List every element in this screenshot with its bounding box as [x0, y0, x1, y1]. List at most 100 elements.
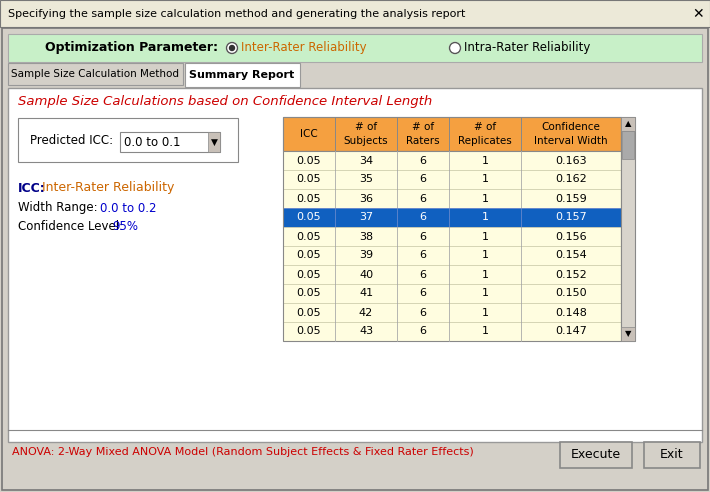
Text: 0.152: 0.152 [555, 270, 587, 279]
Text: 0.147: 0.147 [555, 327, 587, 337]
Text: 0.05: 0.05 [297, 232, 322, 242]
Text: 1: 1 [481, 232, 488, 242]
Text: 0.154: 0.154 [555, 250, 587, 260]
Text: ▼: ▼ [211, 137, 217, 147]
Text: Predicted ICC:: Predicted ICC: [30, 133, 113, 147]
Text: Sample Size Calculations based on Confidence Interval Length: Sample Size Calculations based on Confid… [18, 95, 432, 109]
Text: 0.150: 0.150 [555, 288, 586, 299]
FancyBboxPatch shape [283, 246, 621, 265]
Text: 6: 6 [420, 308, 427, 317]
Text: 1: 1 [481, 250, 488, 260]
FancyBboxPatch shape [621, 117, 635, 341]
Text: 0.05: 0.05 [297, 308, 322, 317]
FancyBboxPatch shape [283, 151, 621, 170]
Text: Interval Width: Interval Width [534, 136, 608, 146]
Text: ▼: ▼ [625, 330, 631, 338]
Text: # of: # of [355, 122, 377, 132]
FancyBboxPatch shape [8, 63, 183, 85]
FancyBboxPatch shape [283, 265, 621, 284]
Text: 6: 6 [420, 288, 427, 299]
FancyBboxPatch shape [283, 170, 621, 189]
FancyBboxPatch shape [283, 284, 621, 303]
FancyBboxPatch shape [185, 63, 300, 87]
Text: Subjects: Subjects [344, 136, 388, 146]
FancyBboxPatch shape [8, 88, 702, 442]
Text: Raters: Raters [406, 136, 439, 146]
Text: 6: 6 [420, 155, 427, 165]
Text: 0.163: 0.163 [555, 155, 586, 165]
Text: 0.05: 0.05 [297, 327, 322, 337]
Text: 6: 6 [420, 213, 427, 222]
FancyBboxPatch shape [283, 117, 621, 151]
Text: ▲: ▲ [625, 120, 631, 128]
FancyBboxPatch shape [8, 34, 702, 62]
Text: 34: 34 [359, 155, 373, 165]
Text: ANOVA: 2-Way Mixed ANOVA Model (Random Subject Effects & Fixed Rater Effects): ANOVA: 2-Way Mixed ANOVA Model (Random S… [12, 447, 474, 457]
FancyBboxPatch shape [621, 117, 635, 131]
Text: 0.0 to 0.1: 0.0 to 0.1 [124, 135, 180, 149]
Text: Optimization Parameter:: Optimization Parameter: [45, 41, 218, 55]
Text: 6: 6 [420, 327, 427, 337]
Text: 40: 40 [359, 270, 373, 279]
Text: 6: 6 [420, 270, 427, 279]
Text: ✕: ✕ [692, 7, 704, 21]
Text: 6: 6 [420, 250, 427, 260]
Text: 1: 1 [481, 288, 488, 299]
Text: Replicates: Replicates [458, 136, 512, 146]
Text: 41: 41 [359, 288, 373, 299]
Text: Width Range:: Width Range: [18, 202, 98, 215]
Circle shape [226, 42, 238, 54]
FancyBboxPatch shape [621, 327, 635, 341]
FancyBboxPatch shape [0, 0, 710, 27]
FancyBboxPatch shape [283, 303, 621, 322]
Text: ICC:: ICC: [18, 182, 45, 194]
FancyBboxPatch shape [283, 322, 621, 341]
Text: # of: # of [412, 122, 434, 132]
Text: 1: 1 [481, 175, 488, 184]
Text: 0.162: 0.162 [555, 175, 587, 184]
Text: Confidence: Confidence [542, 122, 601, 132]
Text: 0.159: 0.159 [555, 193, 587, 204]
Text: 0.05: 0.05 [297, 213, 322, 222]
FancyBboxPatch shape [120, 132, 220, 152]
FancyBboxPatch shape [560, 442, 632, 468]
Text: Exit: Exit [660, 449, 684, 461]
Text: ICC: ICC [300, 129, 318, 139]
Text: 35: 35 [359, 175, 373, 184]
Text: 43: 43 [359, 327, 373, 337]
Text: Summary Report: Summary Report [190, 70, 295, 80]
Text: Confidence Level:: Confidence Level: [18, 219, 123, 233]
Text: 0.05: 0.05 [297, 250, 322, 260]
Text: Sample Size Calculation Method: Sample Size Calculation Method [11, 69, 179, 79]
Text: 38: 38 [359, 232, 373, 242]
Text: 1: 1 [481, 327, 488, 337]
Text: 0.05: 0.05 [297, 193, 322, 204]
Text: 1: 1 [481, 193, 488, 204]
Text: Intra-Rater Reliability: Intra-Rater Reliability [464, 41, 591, 55]
Text: 0.0 to 0.2: 0.0 to 0.2 [100, 202, 156, 215]
Text: 0.05: 0.05 [297, 288, 322, 299]
Circle shape [229, 45, 234, 51]
Text: 1: 1 [481, 308, 488, 317]
Text: 6: 6 [420, 232, 427, 242]
Text: 95%: 95% [112, 219, 138, 233]
FancyBboxPatch shape [622, 131, 634, 159]
Text: Specifying the sample size calculation method and generating the analysis report: Specifying the sample size calculation m… [8, 9, 465, 19]
FancyBboxPatch shape [208, 132, 220, 152]
Text: 0.05: 0.05 [297, 155, 322, 165]
FancyBboxPatch shape [2, 28, 708, 490]
Text: 0.156: 0.156 [555, 232, 586, 242]
Text: Inter-Rater Reliability: Inter-Rater Reliability [42, 182, 175, 194]
Text: 39: 39 [359, 250, 373, 260]
Text: Execute: Execute [571, 449, 621, 461]
FancyBboxPatch shape [644, 442, 700, 468]
Text: 6: 6 [420, 175, 427, 184]
Text: 1: 1 [481, 213, 488, 222]
Text: 37: 37 [359, 213, 373, 222]
Text: 0.148: 0.148 [555, 308, 587, 317]
FancyBboxPatch shape [18, 118, 238, 162]
Text: 1: 1 [481, 270, 488, 279]
FancyBboxPatch shape [283, 227, 621, 246]
FancyBboxPatch shape [283, 189, 621, 208]
Text: Inter-Rater Reliability: Inter-Rater Reliability [241, 41, 366, 55]
